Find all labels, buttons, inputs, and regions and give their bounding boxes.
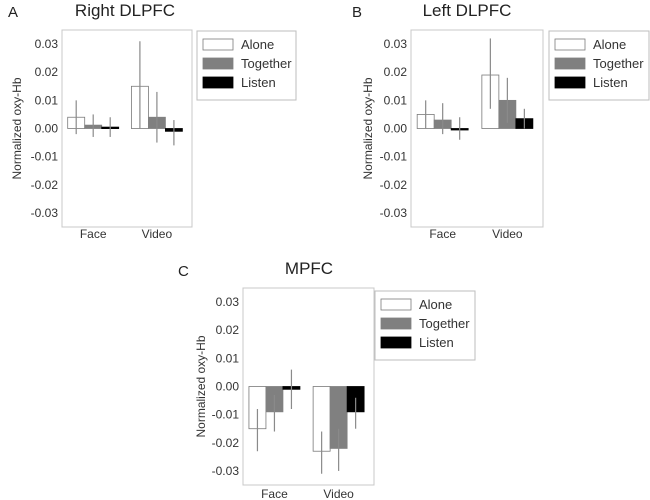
panel-c-legend-swatch-alone <box>380 298 412 311</box>
panel-b-xtick-label: Face <box>429 227 456 241</box>
panel-c-ytick-label: -0.02 <box>212 436 240 450</box>
panel-b-axes-frame <box>410 29 544 228</box>
panel-b-title: Left DLPFC <box>423 1 512 20</box>
panel-a-ytick-label: -0.02 <box>31 178 59 192</box>
panel-b-ytick-label: -0.03 <box>380 206 408 220</box>
panel-a-axes-frame <box>61 29 193 228</box>
panel-a-ytick-label: -0.01 <box>31 150 59 164</box>
panel-c-letter: C <box>178 263 189 280</box>
panel-c-ylabel: Normalized oxy-Hb <box>194 335 208 437</box>
panel-c-ytick-label: 0.03 <box>216 295 240 309</box>
panel-c-ytick-label: 0.01 <box>216 351 240 365</box>
panel-c-legend-label-alone: Alone <box>419 297 452 312</box>
panel-c-legend-swatch-together <box>380 317 412 330</box>
panel-b-legend-label-alone: Alone <box>593 37 626 52</box>
panel-c-xtick-label: Video <box>323 487 354 500</box>
panel-b-ylabel: Normalized oxy-Hb <box>361 77 375 179</box>
panel-b-ytick-label: 0.01 <box>384 93 408 107</box>
panel-b-legend-swatch-listen <box>554 76 586 89</box>
panel-a-legend-swatch-listen <box>202 76 234 89</box>
panel-b-ytick-label: 0.00 <box>384 122 408 136</box>
panel-a-ylabel: Normalized oxy-Hb <box>10 77 24 179</box>
panel-b-legend-swatch-together <box>554 57 586 70</box>
panel-a-ytick-label: -0.03 <box>31 206 59 220</box>
panel-c-title: MPFC <box>285 259 333 278</box>
panel-a-legend-label-together: Together <box>241 56 292 71</box>
panel-a-ytick-label: 0.03 <box>35 37 59 51</box>
panel-a-ytick-label: 0.02 <box>35 65 59 79</box>
panel-a-ytick-label: 0.00 <box>35 122 59 136</box>
panel-c-ytick-label: -0.01 <box>212 408 240 422</box>
panel-a-legend-label-alone: Alone <box>241 37 274 52</box>
panel-b-ytick-label: 0.03 <box>384 37 408 51</box>
panel-a-legend-swatch-together <box>202 57 234 70</box>
panel-b-legend-label-together: Together <box>593 56 644 71</box>
panel-a-title: Right DLPFC <box>75 1 175 20</box>
panel-b-ytick-label: -0.01 <box>380 150 408 164</box>
panel-b-letter: B <box>352 4 362 21</box>
panel-c-ytick-label: -0.03 <box>212 464 240 478</box>
panel-a-xtick-label: Video <box>142 227 173 241</box>
panel-b-ytick-label: -0.02 <box>380 178 408 192</box>
panel-b-legend-label-listen: Listen <box>593 75 628 90</box>
panel-a-xtick-label: Face <box>80 227 107 241</box>
panel-c-ytick-label: 0.02 <box>216 323 240 337</box>
panel-c-axes-frame <box>242 287 375 486</box>
panel-b-xtick-label: Video <box>492 227 523 241</box>
panel-a-ytick-label: 0.01 <box>35 93 59 107</box>
panel-c-legend-swatch-listen <box>380 336 412 349</box>
panel-a-legend-label-listen: Listen <box>241 75 276 90</box>
panel-b-ytick-label: 0.02 <box>384 65 408 79</box>
panel-a-legend-swatch-alone <box>202 38 234 51</box>
panel-c-ytick-label: 0.00 <box>216 380 240 394</box>
panel-a-letter: A <box>8 4 18 21</box>
panel-c-xtick-label: Face <box>261 487 288 500</box>
panel-c-legend-label-together: Together <box>419 316 470 331</box>
panel-b-legend-swatch-alone <box>554 38 586 51</box>
panel-c-legend-label-listen: Listen <box>419 335 454 350</box>
